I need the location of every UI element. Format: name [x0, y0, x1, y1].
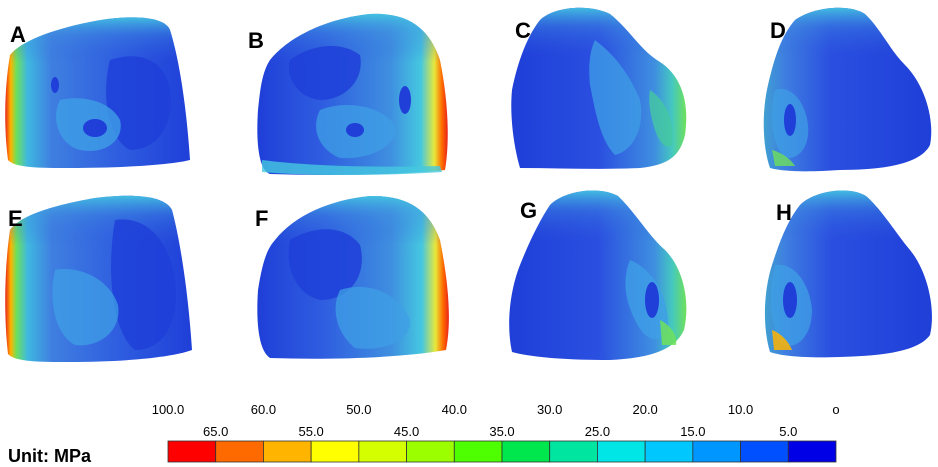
- panel-c: C: [511, 7, 687, 169]
- colorbar-lower-tick: 45.0: [394, 424, 419, 439]
- panel-a-label: A: [10, 22, 26, 47]
- colorbar-swatches: [167, 440, 837, 463]
- panel-e-label: E: [8, 206, 23, 231]
- colorbar-swatch: [215, 440, 264, 463]
- colorbar-swatch: [549, 440, 598, 463]
- panel-f-label: F: [255, 206, 268, 231]
- colorbar-lower-tick: 15.0: [680, 424, 705, 439]
- colorbar-swatch: [740, 440, 789, 463]
- colorbar-swatch: [310, 440, 360, 463]
- colorbar-swatch: [453, 440, 503, 463]
- panel-h: H: [764, 190, 932, 358]
- colorbar-upper-tick: o: [832, 402, 839, 417]
- colorbar-swatch: [501, 440, 551, 463]
- panel-g-label: G: [520, 198, 537, 223]
- panel-b: B: [248, 13, 448, 175]
- unit-label: Unit: MPa: [8, 446, 92, 466]
- colorbar-lower-ticks: 65.0 55.0 45.0 35.0 25.0 15.0 5.0: [203, 424, 797, 439]
- colorbar-lower-tick: 5.0: [779, 424, 797, 439]
- panel-b-label: B: [248, 28, 264, 53]
- colorbar-upper-tick: 30.0: [537, 402, 562, 417]
- colorbar: Unit: MPa 100.0 60.0 50.0 40.0 30.0 20.0 10.0 o…: [8, 402, 840, 466]
- colorbar-lower-tick: 35.0: [489, 424, 514, 439]
- colorbar-upper-ticks: 100.0 60.0 50.0 40.0 30.0 20.0 10.0 o: [152, 402, 840, 417]
- panel-a: A: [5, 17, 190, 169]
- colorbar-swatch: [692, 440, 741, 463]
- colorbar-upper-tick: 100.0: [152, 402, 185, 417]
- colorbar-upper-tick: 60.0: [251, 402, 276, 417]
- colorbar-swatch: [787, 440, 837, 463]
- panel-d-label: D: [770, 18, 786, 43]
- panel-h-label: H: [776, 200, 792, 225]
- colorbar-upper-tick: 10.0: [728, 402, 753, 417]
- panel-c-label: C: [515, 18, 531, 43]
- colorbar-swatch: [167, 440, 217, 463]
- colorbar-lower-tick: 25.0: [585, 424, 610, 439]
- colorbar-lower-tick: 65.0: [203, 424, 228, 439]
- colorbar-upper-tick: 40.0: [442, 402, 467, 417]
- colorbar-upper-tick: 50.0: [346, 402, 371, 417]
- panel-e: E: [5, 195, 192, 362]
- colorbar-upper-tick: 20.0: [632, 402, 657, 417]
- panel-d: D: [763, 7, 932, 172]
- panel-g: G: [509, 190, 687, 360]
- colorbar-swatch: [597, 440, 646, 463]
- panel-f: F: [255, 195, 449, 359]
- colorbar-swatch: [263, 440, 312, 463]
- colorbar-swatch: [406, 440, 455, 463]
- colorbar-swatch: [358, 440, 407, 463]
- colorbar-lower-tick: 55.0: [298, 424, 323, 439]
- colorbar-swatch: [644, 440, 694, 463]
